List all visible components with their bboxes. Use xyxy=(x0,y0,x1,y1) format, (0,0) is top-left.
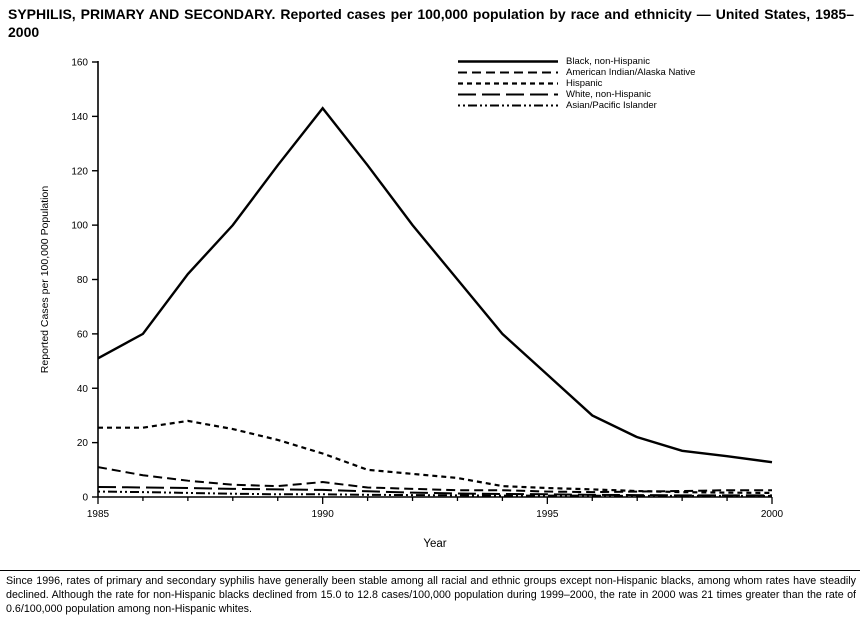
footnote-divider xyxy=(0,570,860,571)
legend-line-sample xyxy=(458,71,558,74)
y-tick-label: 40 xyxy=(77,384,89,395)
y-tick-label: 60 xyxy=(77,329,89,340)
series-line-asian-pacific-islander xyxy=(97,490,772,497)
legend-label: Black, non-Hispanic xyxy=(566,55,650,67)
y-axis-title: Reported Cases per 100,000 Population xyxy=(39,186,51,374)
legend-item-white-non-hispanic: White, non-Hispanic xyxy=(458,89,695,100)
legend-item-black-non-hispanic: Black, non-Hispanic xyxy=(458,56,695,67)
y-tick-label: 120 xyxy=(71,166,88,177)
y-tick-label: 20 xyxy=(77,438,89,449)
legend-line-sample xyxy=(458,82,558,85)
y-tick-label: 160 xyxy=(71,58,88,69)
x-axis-ticks: 1985 1990 1995 2000 xyxy=(87,497,784,520)
footnote-text: Since 1996, rates of primary and seconda… xyxy=(6,575,856,616)
x-tick-label: 1990 xyxy=(312,509,335,520)
series-line-black-non-hispanic xyxy=(97,106,773,464)
legend-item-asian-pacific-islander: Asian/Pacific Islander xyxy=(458,100,695,111)
legend-label: American Indian/Alaska Native xyxy=(566,66,696,78)
legend-line-sample xyxy=(458,60,558,63)
x-tick-label: 2000 xyxy=(761,509,784,520)
legend-item-american-indian-alaska-native: American Indian/Alaska Native xyxy=(458,67,695,78)
y-axis-ticks: 0 20 40 60 80 100 120 140 160 xyxy=(71,58,98,504)
legend-line-sample xyxy=(458,104,558,107)
x-tick-label: 1995 xyxy=(536,509,559,520)
legend-item-hispanic: Hispanic xyxy=(458,78,695,89)
y-tick-label: 80 xyxy=(77,275,89,286)
chart-legend: Black, non-Hispanic American Indian/Alask… xyxy=(458,56,695,111)
axes xyxy=(97,61,772,498)
legend-label: Asian/Pacific Islander xyxy=(566,99,657,111)
chart-title: SYPHILIS, PRIMARY AND SECONDARY. Reporte… xyxy=(8,6,854,41)
y-tick-label: 100 xyxy=(71,221,88,232)
legend-label: Hispanic xyxy=(566,77,603,89)
y-tick-label: 140 xyxy=(71,112,88,123)
y-tick-label: 0 xyxy=(82,493,88,504)
legend-line-sample xyxy=(458,93,558,96)
x-axis-title: Year xyxy=(423,538,446,550)
syphilis-line-chart: 0 20 40 60 80 100 120 140 160 1985 1990 1995 2000 Yea… xyxy=(39,58,784,551)
x-tick-label: 1985 xyxy=(87,509,110,520)
series-line-hispanic xyxy=(98,419,773,495)
legend-label: White, non-Hispanic xyxy=(566,88,652,100)
